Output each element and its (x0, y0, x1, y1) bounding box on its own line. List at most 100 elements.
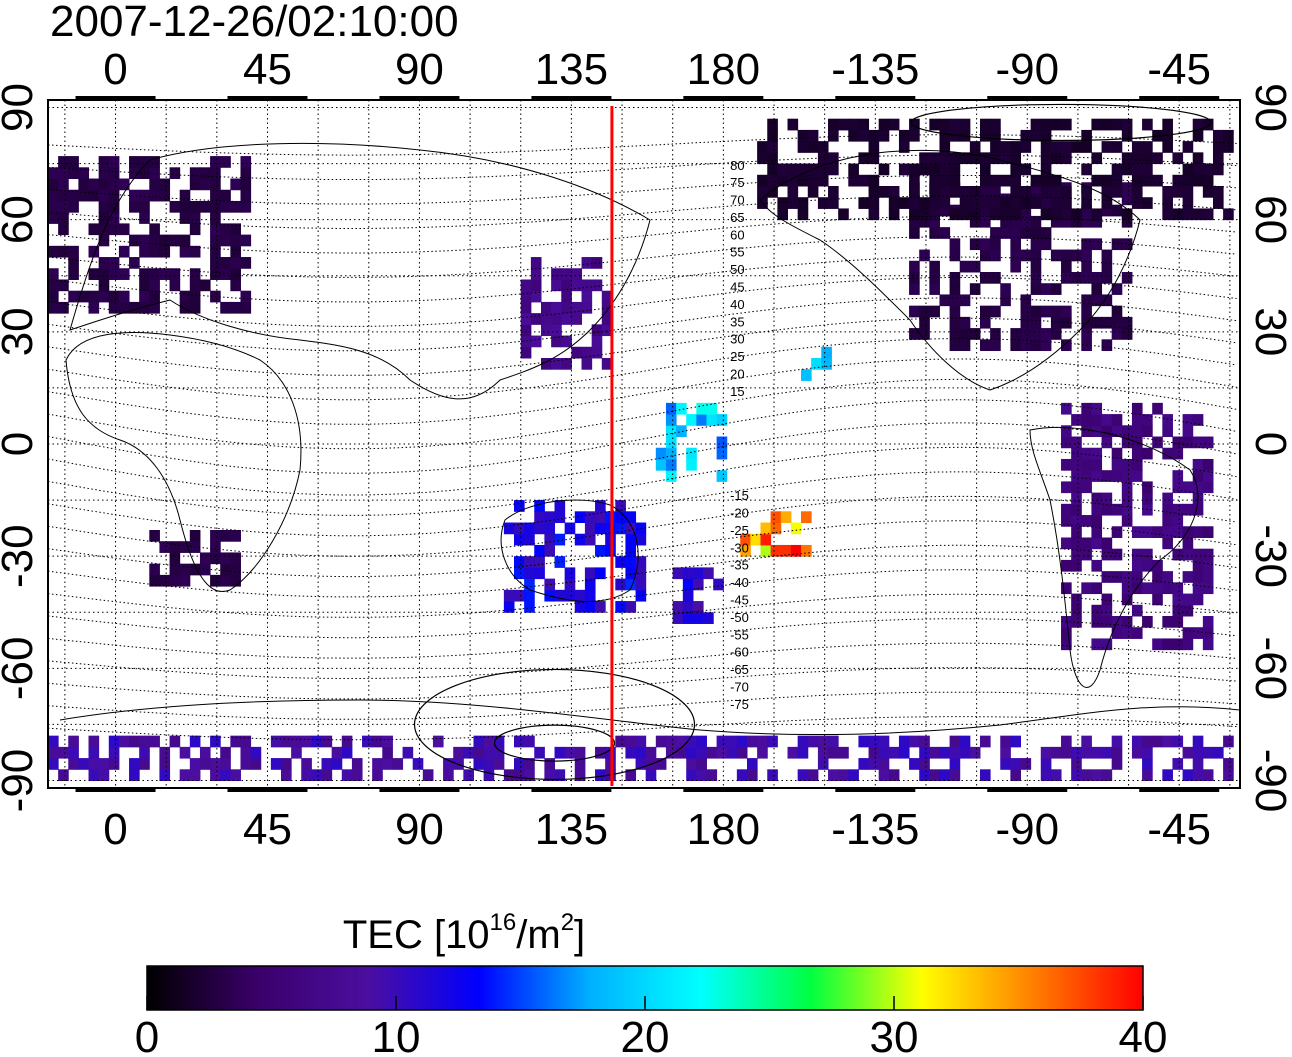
tec-cell (584, 567, 596, 580)
tec-cell (98, 178, 110, 191)
tec-cell (1223, 129, 1234, 142)
tec-cell (1101, 294, 1113, 307)
colorbar-tick-label: 0 (135, 1013, 159, 1057)
tec-cell (463, 769, 474, 782)
tec-cell (736, 735, 748, 748)
tec-cell (1061, 503, 1072, 516)
tec-cell (48, 301, 59, 314)
tec-cell (692, 567, 704, 580)
tec-cell (1121, 118, 1133, 131)
tec-cell (672, 601, 684, 613)
tec-cell (1172, 735, 1184, 748)
tec-cell (551, 335, 562, 348)
tec-cell (571, 346, 583, 359)
tec-cell (1091, 447, 1103, 460)
tec-cell (551, 301, 562, 314)
tec-cell (878, 735, 890, 748)
tec-cell (635, 589, 647, 602)
tec-cell (1081, 515, 1092, 527)
tec-cell (959, 294, 971, 307)
tec-cell (969, 141, 981, 153)
tec-cell (108, 178, 120, 191)
tec-cell (888, 118, 900, 131)
tec-cell (1061, 249, 1072, 262)
tec-cell (321, 758, 333, 770)
tec-cell (1050, 186, 1062, 198)
tec-cell (1050, 316, 1062, 329)
tec-cell (210, 268, 221, 280)
tec-cell (1192, 163, 1204, 176)
tec-cell (757, 746, 768, 759)
tec-cell (929, 305, 940, 318)
tec-cell (1101, 548, 1113, 561)
tec-cell (1061, 316, 1072, 329)
tec-cell (990, 141, 1001, 153)
contour-label: -25 (730, 523, 749, 538)
tec-cell (990, 182, 1001, 194)
tec-cell (1142, 526, 1153, 538)
tec-cell (220, 530, 231, 542)
tec-cell (78, 189, 90, 202)
tec-cell (959, 208, 971, 221)
tec-cell (108, 735, 120, 748)
tec-cell (1101, 249, 1113, 262)
tec-cell (929, 118, 940, 131)
tec-cell (929, 186, 940, 198)
tec-cell (530, 268, 542, 280)
tec-cell (1101, 260, 1113, 273)
tec-cell (1111, 746, 1123, 759)
tec-cell (878, 758, 890, 770)
tec-cell (1223, 141, 1234, 153)
tec-cell (979, 197, 991, 209)
tec-cell (1223, 758, 1234, 770)
bottom-longitude-labels: 0 45 90 135 180 -135 -90 -45 (103, 805, 1211, 854)
tec-cell (1010, 238, 1022, 251)
tec-cell (878, 769, 890, 782)
tec-cell (513, 533, 525, 546)
tec-cell (1152, 571, 1163, 583)
tec-cell (503, 522, 515, 535)
tec-cell (1061, 197, 1072, 209)
tec-cell (1071, 604, 1082, 617)
tec-cell (561, 358, 572, 370)
tec-cell (88, 189, 100, 202)
tec-cell (544, 578, 556, 591)
tec-cell (1192, 129, 1204, 142)
tec-cell (625, 511, 637, 524)
tec-cell (584, 522, 596, 535)
tec-cell (959, 197, 971, 209)
tec-cell (1091, 458, 1103, 471)
tec-cell (601, 358, 613, 370)
tec-cell (1061, 118, 1072, 131)
tec-cell (1050, 283, 1062, 295)
tec-cell (341, 735, 353, 748)
tec-cell (949, 339, 961, 352)
tec-cell (1182, 746, 1194, 759)
tec-cell (88, 758, 100, 770)
tec-cell (230, 552, 241, 565)
tec-cell (1101, 436, 1113, 449)
tec-cell (169, 735, 181, 748)
tec-cell (483, 735, 495, 748)
tec-cell (1111, 174, 1123, 187)
tec-cell (990, 272, 1001, 284)
tec-cell (777, 197, 789, 209)
tec-cell (757, 152, 768, 165)
tec-cell (88, 268, 100, 280)
tec-cell (1081, 735, 1092, 748)
tec-cell (939, 197, 951, 209)
tec-cell (767, 152, 778, 165)
tec-cell (990, 339, 1001, 352)
tec-cell (696, 402, 707, 415)
tec-cell (1192, 481, 1204, 494)
tec-cell (1030, 339, 1042, 352)
tec-cell (524, 769, 535, 782)
frame-tick (1139, 787, 1220, 792)
tec-cell (1182, 503, 1194, 516)
tec-cell (199, 758, 211, 770)
tec-cell (1121, 582, 1133, 595)
tec-cell (990, 197, 1001, 209)
tec-cell (1111, 758, 1123, 770)
tec-cell (230, 245, 241, 258)
tec-cell (807, 735, 819, 748)
